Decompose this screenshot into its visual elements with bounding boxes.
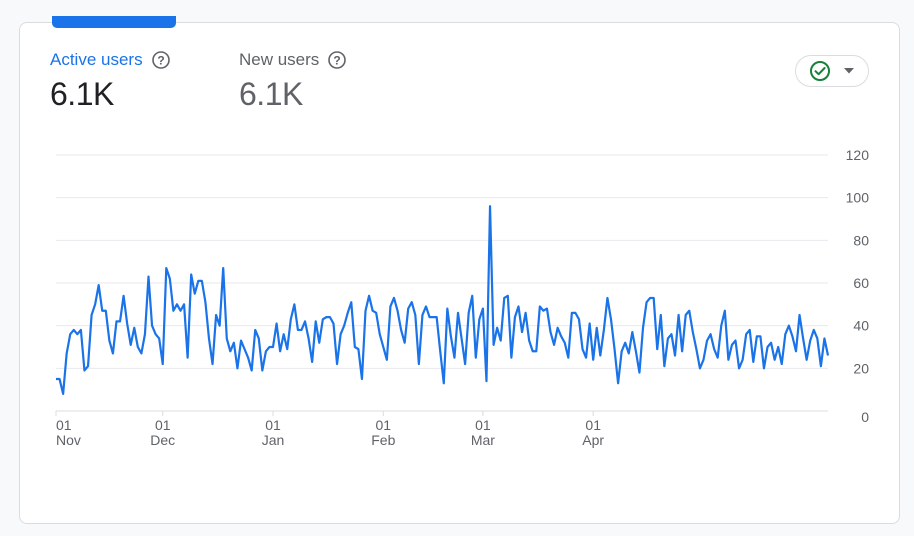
selected-tab-indicator — [52, 16, 176, 28]
svg-text:?: ? — [157, 54, 164, 68]
status-dropdown-button[interactable] — [795, 55, 869, 87]
x-tick-day-label: 01 — [155, 417, 171, 433]
x-tick-day-label: 01 — [265, 417, 281, 433]
x-tick-day-label: 01 — [585, 417, 601, 433]
x-tick-day-label: 01 — [56, 417, 72, 433]
x-tick-month-label: Jan — [262, 432, 285, 448]
y-tick-label: 20 — [853, 360, 869, 376]
new-users-label: New users — [239, 50, 320, 69]
help-icon[interactable]: ? — [151, 50, 171, 70]
y-tick-label: 0 — [861, 409, 869, 425]
y-tick-label: 60 — [853, 275, 869, 291]
x-tick-month-label: Feb — [371, 432, 395, 448]
x-tick-day-label: 01 — [376, 417, 392, 433]
x-tick-month-label: Mar — [471, 432, 495, 448]
new-users-value: 6.1K — [239, 76, 303, 112]
x-tick-day-label: 01 — [475, 417, 491, 433]
help-icon[interactable]: ? — [327, 50, 347, 70]
x-tick-month-label: Nov — [56, 432, 81, 448]
svg-text:?: ? — [334, 54, 341, 68]
y-tick-label: 120 — [846, 147, 870, 163]
y-tick-label: 80 — [853, 232, 869, 248]
x-tick-month-label: Apr — [582, 432, 604, 448]
x-tick-month-label: Dec — [150, 432, 175, 448]
caret-down-icon — [844, 68, 854, 74]
series-line-active-users — [56, 205, 830, 396]
check-circle-icon — [810, 61, 830, 81]
active-users-label: Active users — [50, 50, 143, 69]
metric-tab-new-users[interactable]: New users ? 6.1K — [239, 50, 347, 113]
metric-tab-active-users[interactable]: Active users ? 6.1K — [50, 50, 171, 113]
y-tick-label: 40 — [853, 318, 869, 334]
y-tick-label: 100 — [846, 190, 870, 206]
active-users-value: 6.1K — [50, 76, 114, 112]
